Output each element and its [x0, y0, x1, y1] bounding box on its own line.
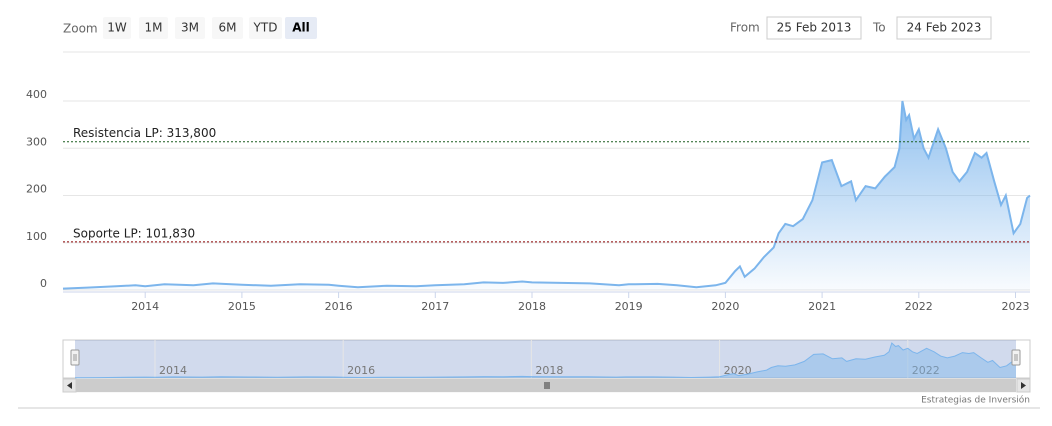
arrow-right: [1021, 382, 1026, 389]
zoom-button[interactable]: 1M: [139, 17, 168, 39]
button-label[interactable]: YTD: [253, 21, 278, 35]
navigator-handle[interactable]: [70, 349, 80, 366]
from-date[interactable]: 25 Feb 2013: [777, 21, 852, 35]
to-date[interactable]: 24 Feb 2023: [907, 21, 982, 35]
y-tick-label: 300: [26, 135, 47, 148]
scrollbar-thumb[interactable]: [76, 379, 1016, 392]
x-tick-label: 2021: [808, 300, 836, 313]
button-bg[interactable]: [103, 17, 131, 39]
y-tick-label: 200: [26, 183, 47, 196]
x-tick-label: 2020: [711, 300, 739, 313]
y-tick-label: 400: [26, 88, 47, 101]
button-label[interactable]: 6M: [219, 21, 237, 35]
zoom-label: Zoom: [63, 22, 98, 36]
button-bg[interactable]: [285, 17, 317, 39]
x-tick-label: 2017: [421, 300, 449, 313]
navigator-tick-label: 2014: [159, 364, 187, 377]
y-tick-label: 100: [26, 230, 47, 243]
navigator-area: [75, 343, 1016, 378]
to-input[interactable]: [896, 16, 992, 40]
button-label[interactable]: All: [292, 21, 310, 35]
navigator-tick-label: 2018: [535, 364, 563, 377]
button-label[interactable]: 1M: [145, 21, 163, 35]
zoom-button[interactable]: 6M: [212, 17, 243, 39]
area-fill: [63, 101, 1030, 290]
navigator-line: [74, 342, 1017, 379]
arrow-left: [67, 382, 72, 389]
button-bg[interactable]: [212, 17, 243, 39]
x-tick-label: 2014: [131, 300, 159, 313]
button-bg[interactable]: [249, 17, 282, 39]
button-bg[interactable]: [175, 17, 205, 39]
navigator-tick-label: 2016: [347, 364, 375, 377]
button-bg[interactable]: [139, 17, 168, 39]
zoom-button[interactable]: 3M: [175, 17, 205, 39]
navigator-bg: [62, 339, 1031, 379]
zoom-button[interactable]: YTD: [249, 17, 282, 39]
price-line: [62, 100, 1031, 290]
from-input[interactable]: [766, 16, 862, 40]
x-tick-label: 2019: [615, 300, 643, 313]
y-tick-label: 0: [40, 277, 47, 290]
x-tick-label: 2018: [518, 300, 546, 313]
navigator-tick-label: 2022: [912, 364, 940, 377]
button-label[interactable]: 3M: [181, 21, 199, 35]
credits: Estrategias de Inversión: [921, 395, 1030, 406]
from-label: From: [730, 21, 760, 35]
x-tick-label: 2015: [228, 300, 256, 313]
navigator-handle[interactable]: [1011, 349, 1021, 366]
x-tick-label: 2016: [325, 300, 353, 313]
x-tick-label: 2023: [1001, 300, 1029, 313]
plot-line-label: Resistencia LP: 313,800: [73, 126, 216, 140]
to-label: To: [872, 21, 886, 35]
plot-line-label: Soporte LP: 101,830: [73, 226, 195, 240]
button-label[interactable]: 1W: [107, 21, 127, 35]
zoom-button[interactable]: 1W: [103, 17, 131, 39]
range-selector: Zoom From 25 Feb 2013 To 24 Feb 2023: [63, 16, 992, 40]
x-tick-label: 2022: [905, 300, 933, 313]
zoom-button[interactable]: All: [285, 17, 317, 39]
